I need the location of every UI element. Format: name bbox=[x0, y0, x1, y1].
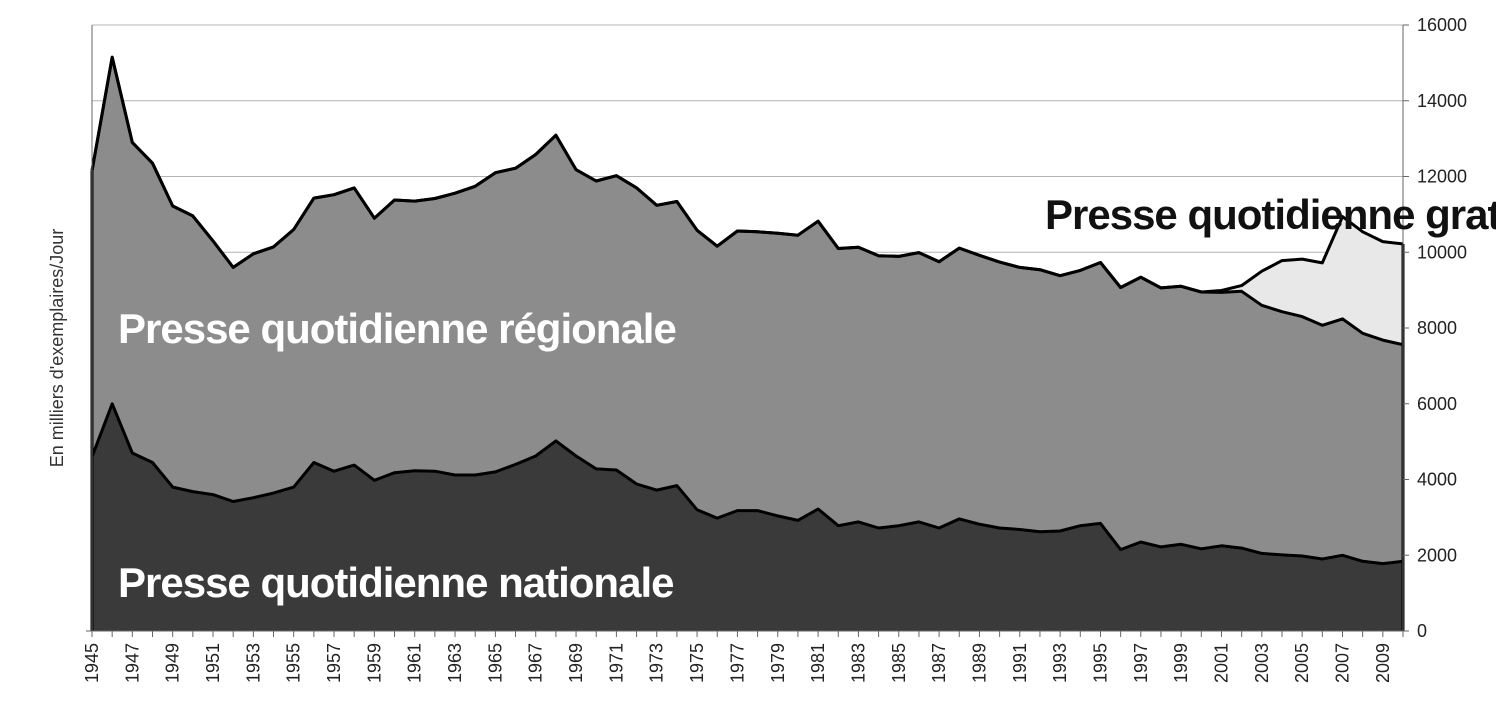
x-tick-label: 1989 bbox=[969, 643, 989, 683]
y-axis-title: En milliers d'exemplaires/Jour bbox=[47, 229, 67, 468]
x-tick-label: 1961 bbox=[405, 643, 425, 683]
x-tick-label: 1993 bbox=[1050, 643, 1070, 683]
x-tick-label: 1995 bbox=[1091, 643, 1111, 683]
x-tick-label: 1979 bbox=[768, 643, 788, 683]
area-series-2 bbox=[92, 57, 1403, 564]
x-tick-label: 1967 bbox=[526, 643, 546, 683]
y-tick-label: 12000 bbox=[1417, 167, 1467, 187]
x-tick-label: 1987 bbox=[929, 643, 949, 683]
x-tick-label: 1947 bbox=[122, 643, 142, 683]
x-tick-label: 1963 bbox=[445, 643, 465, 683]
x-tick-label: 1957 bbox=[324, 643, 344, 683]
y-tick-label: 2000 bbox=[1417, 545, 1457, 565]
x-tick-label: 2003 bbox=[1252, 643, 1272, 683]
y-tick-label: 14000 bbox=[1417, 91, 1467, 111]
x-tick-label: 2009 bbox=[1373, 643, 1393, 683]
axes: 0 2000 4000 6000 8000 10000 12000 14000 16000 194… bbox=[82, 15, 1467, 683]
y-tick-label: 16000 bbox=[1417, 15, 1467, 35]
y-tick-label: 6000 bbox=[1417, 394, 1457, 414]
x-tick-label: 1973 bbox=[647, 643, 667, 683]
x-tick-label: 1985 bbox=[889, 643, 909, 683]
y-tick-label: 10000 bbox=[1417, 242, 1467, 262]
x-tick-label: 1983 bbox=[848, 643, 868, 683]
x-tick-label: 1971 bbox=[606, 643, 626, 683]
x-tick-label: 1999 bbox=[1171, 643, 1191, 683]
x-tick-label: 1991 bbox=[1010, 643, 1030, 683]
x-tick-label: 1951 bbox=[203, 643, 223, 683]
label-gratuite: Presse quotidienne gratuite bbox=[1045, 191, 1496, 238]
y-tick-label: 0 bbox=[1417, 621, 1427, 641]
series-line-3 bbox=[90, 55, 1404, 294]
x-tick-label: 1981 bbox=[808, 643, 828, 683]
x-tick-label: 1965 bbox=[485, 643, 505, 683]
y-tick-label: 4000 bbox=[1417, 470, 1457, 490]
x-tick-label: 1975 bbox=[687, 643, 707, 683]
x-tick-label: 1977 bbox=[727, 643, 747, 683]
y-tick-label: 8000 bbox=[1417, 318, 1457, 338]
x-tick-label: 2007 bbox=[1333, 643, 1353, 683]
label-nationale: Presse quotidienne nationale bbox=[118, 559, 673, 606]
x-tick-label: 1969 bbox=[566, 643, 586, 683]
area-labels: Presse quotidienne régionale Presse quot… bbox=[118, 191, 1496, 606]
x-tick-label: 1945 bbox=[82, 643, 102, 683]
x-tick-label: 1997 bbox=[1131, 643, 1151, 683]
series-line-1 bbox=[90, 402, 1404, 566]
area-series-1 bbox=[92, 403, 1403, 631]
x-tick-label: 1949 bbox=[163, 643, 183, 683]
label-regionale: Presse quotidienne régionale bbox=[118, 305, 676, 352]
x-tick-label: 2001 bbox=[1212, 643, 1232, 683]
stacked-areas bbox=[90, 55, 1405, 631]
x-tick-label: 1953 bbox=[243, 643, 263, 683]
x-tick-label: 2005 bbox=[1292, 643, 1312, 683]
x-tick-label: 1955 bbox=[284, 643, 304, 683]
x-tick-label: 1959 bbox=[364, 643, 384, 683]
